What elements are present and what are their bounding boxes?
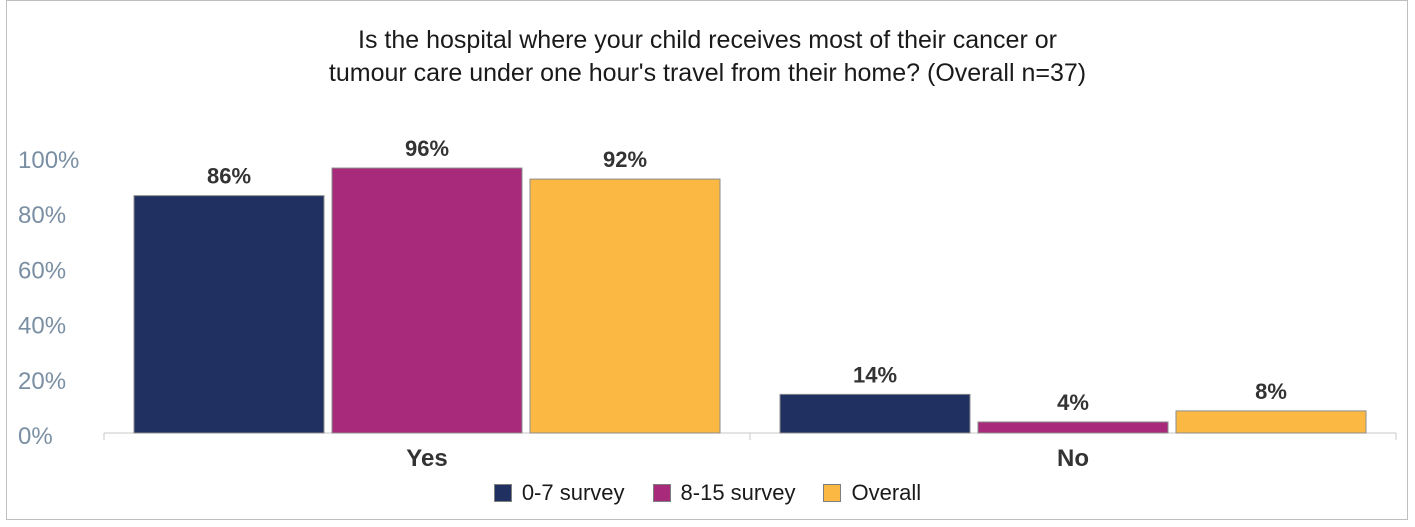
data-label: 4% [1057,390,1089,415]
category-label: Yes [406,445,447,472]
legend-item: Overall [823,480,921,506]
data-label: 8% [1255,379,1287,404]
data-label: 14% [853,362,897,387]
legend-swatch [823,484,842,502]
data-label: 92% [603,147,647,172]
data-label: 86% [207,164,251,189]
legend-swatch [652,484,671,502]
chart-title: Is the hospital where your child receive… [0,24,1415,90]
y-tick-label: 20% [18,368,66,395]
data-label: 96% [405,136,449,161]
bar-no-8-15-survey [977,421,1169,434]
legend-item: 0-7 survey [493,480,625,506]
y-tick-label: 80% [18,202,66,229]
legend-label: 8-15 survey [680,480,796,505]
y-tick-label: 0% [18,423,53,450]
bar-yes-8-15-survey [331,167,523,434]
legend-item: 8-15 survey [652,480,796,506]
chart-title-line-1: Is the hospital where your child receive… [358,26,1057,54]
y-tick-label: 40% [18,313,66,340]
chart-title-line-2: tumour care under one hour's travel from… [328,59,1087,87]
bar-no-0-7-survey [779,393,971,434]
bar-yes-overall [529,178,721,434]
bar-yes-0-7-survey [133,195,325,434]
category-label: No [1057,445,1089,472]
legend-label: Overall [851,480,922,505]
legend-label: 0-7 survey [521,480,625,505]
y-tick-label: 100% [18,147,79,174]
bar-no-overall [1175,410,1367,434]
legend-swatch [493,484,512,502]
y-tick-label: 60% [18,257,66,284]
legend: 0-7 survey 8-15 survey Overall [0,480,1415,506]
